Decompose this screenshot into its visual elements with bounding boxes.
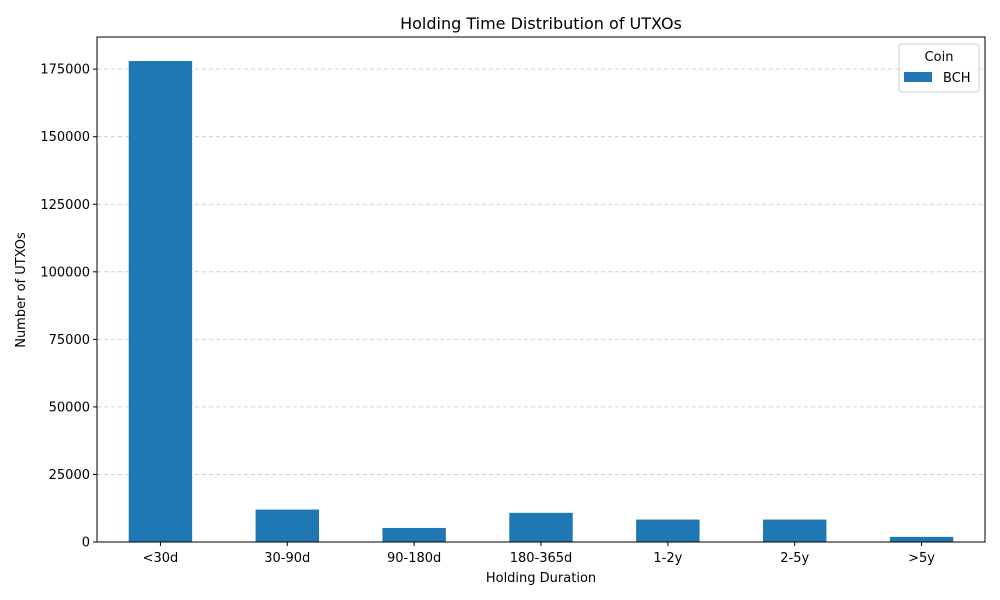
grid-lines	[97, 68, 985, 475]
bar	[255, 509, 319, 542]
x-axis-label: Holding Duration	[486, 571, 596, 586]
x-tick-label: 30-90d	[264, 551, 310, 566]
plot-frame	[96, 36, 986, 543]
x-tick-label: 2-5y	[780, 551, 809, 566]
x-tick-label: 180-365d	[510, 551, 573, 566]
y-tick-label: 100000	[40, 265, 90, 280]
legend-label: BCH	[943, 71, 971, 86]
legend-swatch	[904, 72, 932, 82]
y-tick-label: 75000	[49, 333, 90, 348]
legend-title: Coin	[925, 50, 954, 65]
y-tick-label: 175000	[40, 63, 90, 78]
chart-title: Holding Time Distribution of UTXOs	[400, 14, 682, 33]
x-tick-label: <30d	[143, 551, 179, 566]
x-tick-label: 1-2y	[653, 551, 682, 566]
legend: Coin BCH	[898, 43, 980, 93]
bar	[382, 527, 446, 542]
y-tick-label: 125000	[40, 198, 90, 213]
bar	[763, 519, 827, 542]
x-axis-ticks: <30d 30-90d 90-180d 180-365d 1-2y 2-5y >5y	[143, 542, 935, 566]
y-tick-label: 25000	[49, 468, 90, 483]
bar	[889, 536, 954, 542]
y-tick-label: 50000	[49, 400, 90, 415]
y-axis-label: Number of UTXOs	[14, 232, 29, 348]
bar	[128, 61, 193, 543]
x-tick-label: 90-180d	[387, 551, 441, 566]
y-tick-label: 150000	[40, 130, 90, 145]
y-tick-label: 0	[82, 536, 90, 551]
bar	[636, 519, 700, 542]
bars	[128, 61, 954, 543]
x-tick-label: >5y	[908, 551, 935, 566]
bar	[509, 512, 573, 542]
y-axis-ticks: 0 25000 50000 75000 100000 125000 150000 175000	[40, 63, 97, 551]
